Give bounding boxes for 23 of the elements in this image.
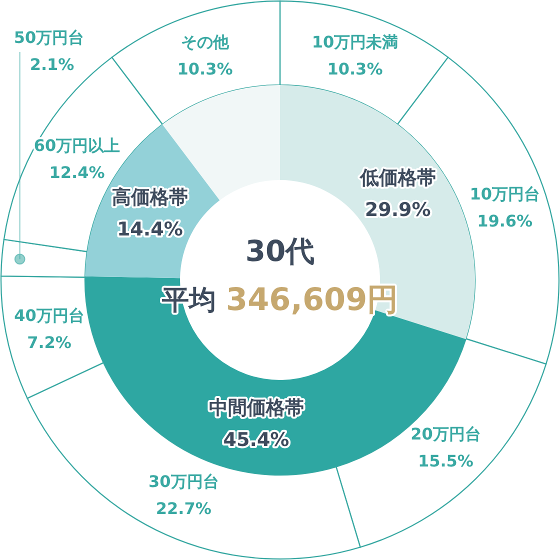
slice-label: 10万円未満 (312, 32, 398, 52)
data-label: 10.3% (327, 60, 383, 79)
slice-label: 50万円台 (14, 28, 84, 47)
data-label: 45.4% (223, 429, 290, 452)
data-label: 29.9% (364, 198, 431, 221)
slice-label: 30万円台 (148, 472, 219, 491)
slice-label: 低価格帯 (358, 166, 436, 189)
slice-label: その他 (181, 32, 230, 52)
slice-label: 60万円以上 (34, 136, 120, 156)
data-label: 14.4% (116, 218, 183, 241)
slice-label: 高価格帯 (112, 186, 188, 209)
data-label: 7.2% (27, 333, 72, 352)
data-label: 12.4% (49, 163, 105, 182)
data-label: 22.7% (156, 498, 212, 518)
data-label: 10.3% (177, 60, 233, 79)
text: 30代 (245, 234, 315, 268)
slice-label: 10万円台 (470, 184, 540, 204)
slice-label: 中間価格帯 (208, 397, 304, 420)
slice-label: 40万円台 (14, 306, 84, 326)
data-label: 19.6% (477, 212, 533, 231)
data-label: 2.1% (30, 55, 74, 74)
slice-label: 20万円台 (410, 424, 481, 444)
data-label: 15.5% (418, 452, 474, 471)
